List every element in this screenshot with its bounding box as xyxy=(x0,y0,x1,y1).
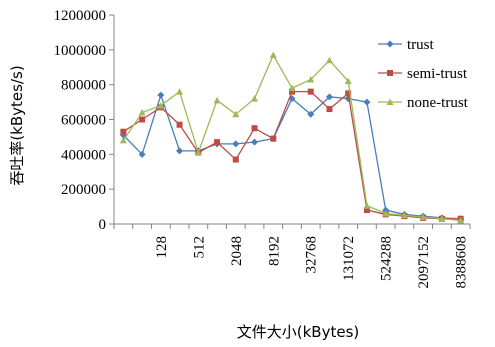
data-point xyxy=(307,88,314,95)
data-point xyxy=(251,95,259,102)
data-point xyxy=(288,84,296,92)
data-point xyxy=(213,96,221,104)
x-tick-label: 131072 xyxy=(341,236,357,281)
y-tick-label: 1000000 xyxy=(54,43,107,59)
data-point xyxy=(363,98,371,106)
legend-label: semi-trust xyxy=(407,66,468,82)
data-point xyxy=(214,139,221,146)
x-tick-label: 2048 xyxy=(229,236,245,266)
y-tick-label: 600000 xyxy=(61,113,106,129)
data-point xyxy=(269,51,277,59)
y-tick-label: 800000 xyxy=(61,78,106,94)
data-point xyxy=(157,91,165,99)
data-point xyxy=(138,150,146,158)
legend-item: trust xyxy=(378,37,435,53)
x-tick-label: 128 xyxy=(154,236,170,259)
x-tick-label: 8192 xyxy=(266,236,282,266)
data-point xyxy=(344,77,352,85)
legend-label: none-trust xyxy=(407,95,469,111)
data-point xyxy=(400,211,408,219)
data-point xyxy=(176,121,183,128)
data-point xyxy=(307,75,315,83)
legend-item: none-trust xyxy=(378,95,469,111)
data-point xyxy=(326,106,333,113)
y-tick-label: 0 xyxy=(99,217,107,233)
y-tick-label: 400000 xyxy=(61,147,106,163)
data-point xyxy=(382,210,390,217)
data-point xyxy=(270,135,277,142)
y-tick-label: 200000 xyxy=(61,182,106,198)
data-point xyxy=(232,110,240,118)
data-point xyxy=(457,217,465,224)
legend-marker xyxy=(386,40,394,48)
legend: trust semi-trust none-trust xyxy=(378,37,469,111)
y-axis-title: 吞吐率(kBytes/s) xyxy=(8,65,26,185)
data-point xyxy=(194,149,202,156)
legend-marker xyxy=(387,70,393,76)
x-tick-label: 2097152 xyxy=(416,236,432,289)
data-point xyxy=(419,213,427,221)
data-point xyxy=(325,93,333,101)
x-tick-label: 512 xyxy=(191,236,207,259)
series-none-trust xyxy=(119,51,465,224)
data-point xyxy=(176,147,184,155)
y-tick-label: 1200000 xyxy=(54,8,107,24)
data-point xyxy=(289,88,295,95)
data-point xyxy=(307,110,315,118)
x-tick-label: 32768 xyxy=(304,236,320,274)
legend-label: trust xyxy=(407,37,435,53)
data-point xyxy=(438,215,446,222)
data-point xyxy=(325,56,333,64)
data-point xyxy=(120,128,127,135)
data-point xyxy=(232,140,240,148)
x-tick-label: 524288 xyxy=(379,236,395,281)
legend-item: semi-trust xyxy=(378,66,468,82)
y-axis: 0 200000 400000 600000 800000 1000000 1200000 xyxy=(54,8,115,233)
data-point xyxy=(363,202,371,209)
data-point xyxy=(251,125,258,132)
data-point xyxy=(157,102,165,109)
series-layer xyxy=(119,51,465,224)
data-point xyxy=(363,207,370,214)
series-line xyxy=(122,93,461,220)
series-trust xyxy=(119,91,465,223)
x-axis-title: 文件大小(kBytes) xyxy=(237,323,359,341)
data-point xyxy=(251,138,259,146)
data-point xyxy=(119,136,127,144)
data-point xyxy=(176,88,184,95)
data-point xyxy=(139,116,146,123)
data-point xyxy=(138,109,146,116)
x-tick-label: 8388608 xyxy=(454,236,470,289)
x-axis: 128 512 2048 8192 32768 131072 524288 2097152 83… xyxy=(113,223,471,289)
data-point xyxy=(232,156,239,163)
legend-marker xyxy=(386,98,394,105)
data-point xyxy=(345,90,352,97)
